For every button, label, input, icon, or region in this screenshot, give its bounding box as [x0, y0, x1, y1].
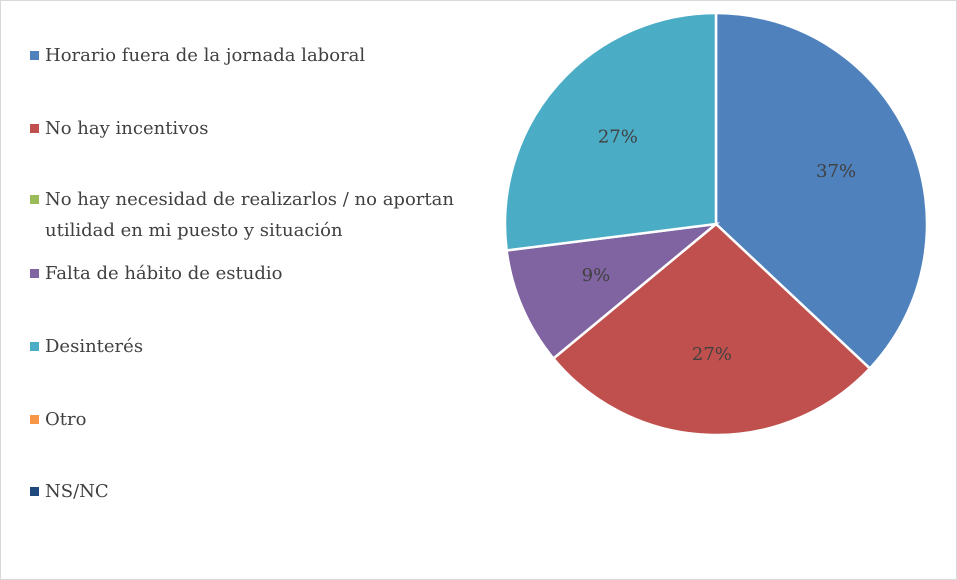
legend-item: Falta de hábito de estudio	[30, 258, 480, 289]
legend-swatch	[30, 51, 39, 60]
legend-label: Otro	[45, 409, 87, 430]
legend-label: No hay incentivos	[45, 118, 209, 139]
legend-label: NS/NC	[45, 481, 109, 502]
legend-label: Desinterés	[45, 336, 144, 357]
legend-swatch	[30, 415, 39, 424]
pie-slice	[551, 222, 872, 437]
legend-item: No hay incentivos	[30, 113, 480, 144]
legend-label: No hay necesidad de realizarlos / no apo…	[45, 189, 454, 241]
data-label: 37%	[816, 161, 856, 182]
data-label: 9%	[582, 265, 611, 286]
legend-item: No hay necesidad de realizarlos / no apo…	[30, 184, 480, 246]
legend-swatch	[30, 269, 39, 278]
pie-slice	[505, 222, 721, 361]
legend-swatch	[30, 124, 39, 133]
legend-item: Desinterés	[30, 331, 480, 362]
legend-item: NS/NC	[30, 476, 480, 507]
pie-slice	[714, 11, 929, 371]
legend-swatch	[30, 195, 39, 204]
legend-swatch	[30, 487, 39, 496]
legend-label: Horario fuera de la jornada laboral	[45, 45, 366, 66]
legend-swatch	[30, 342, 39, 351]
legend-item: Horario fuera de la jornada laboral	[30, 40, 480, 71]
data-label: 27%	[692, 344, 732, 365]
legend-item: Otro	[30, 404, 480, 435]
data-label: 27%	[598, 126, 638, 147]
pie-slice	[503, 11, 718, 252]
legend-label: Falta de hábito de estudio	[45, 263, 283, 284]
